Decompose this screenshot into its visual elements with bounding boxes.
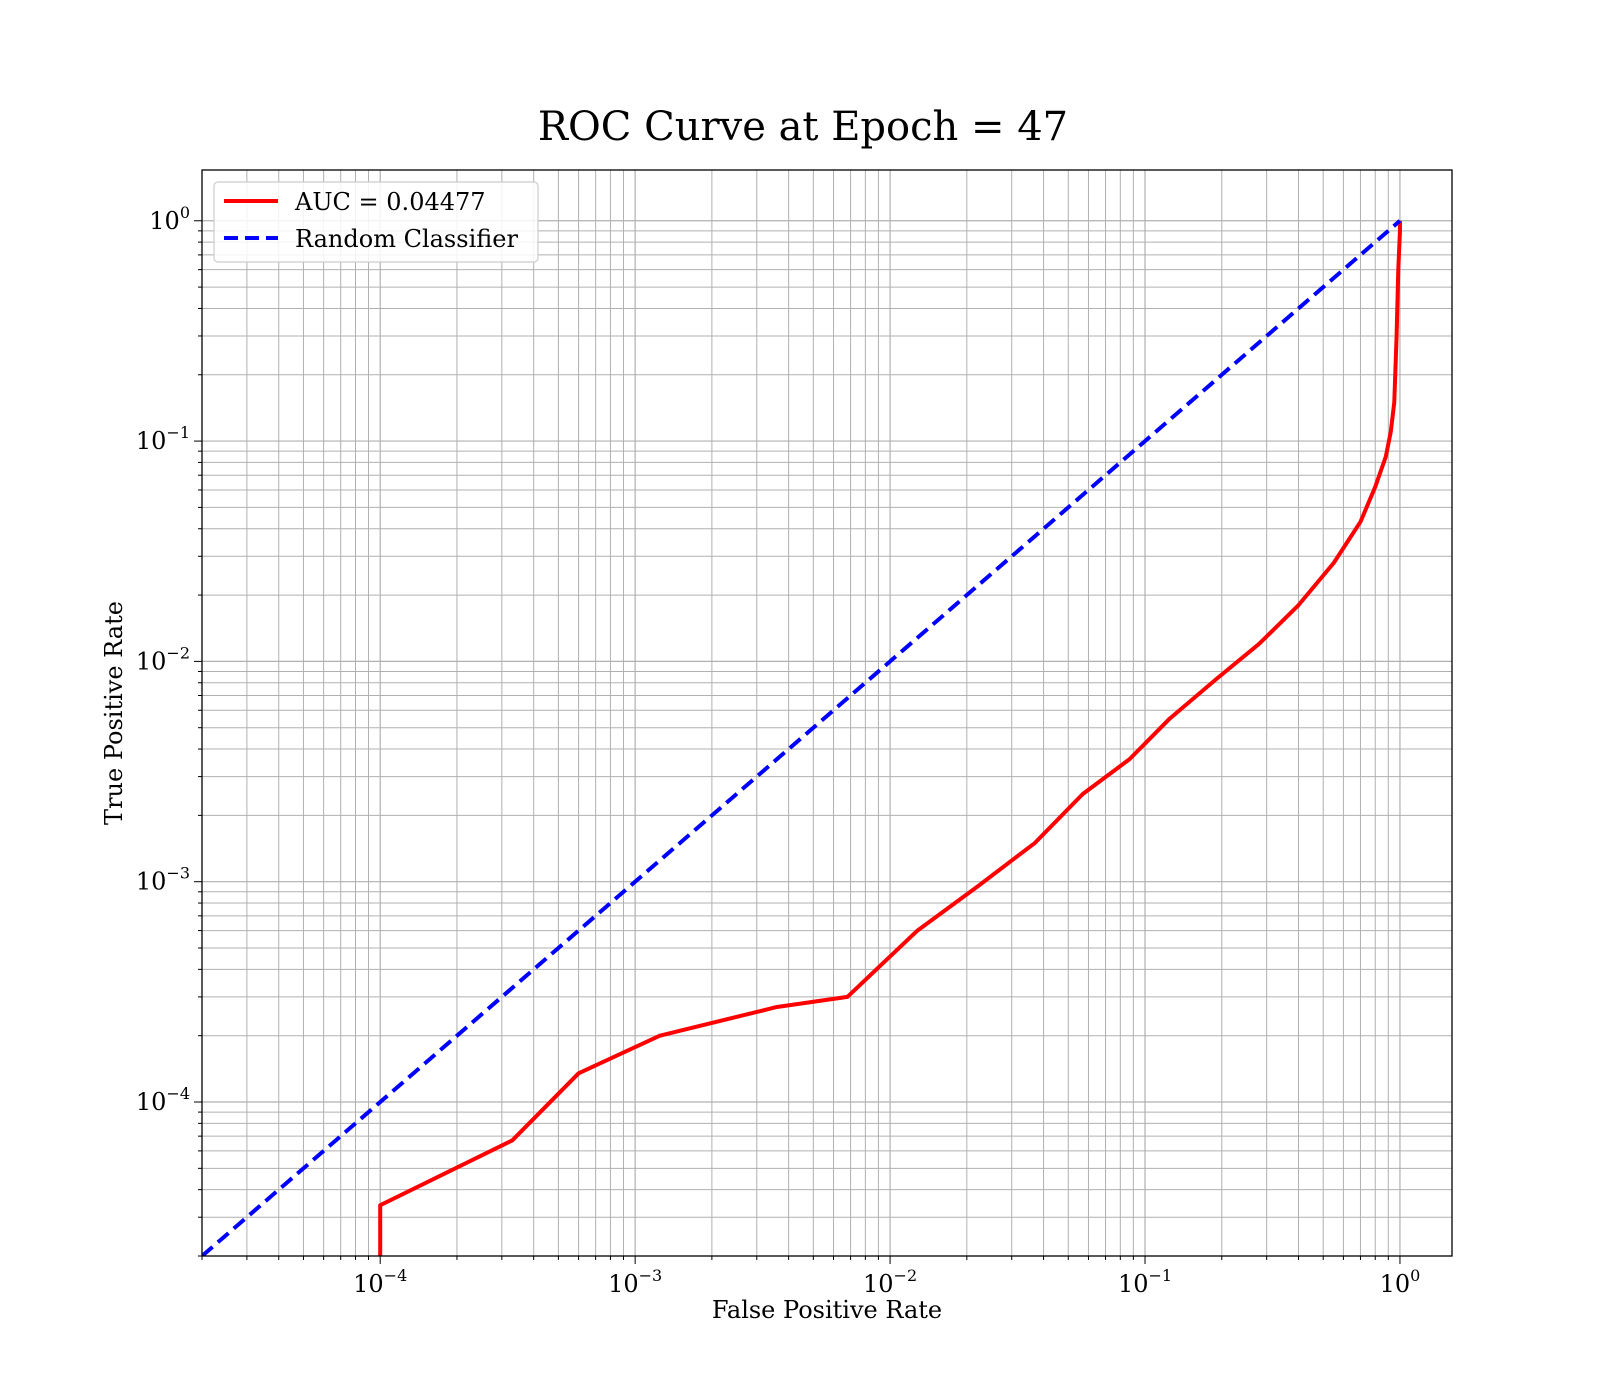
roc-curve-line [378, 220, 1402, 1256]
x-tick-label: 100 [1380, 1266, 1421, 1298]
y-tick-labels: 10−4 10−3 10−2 10−1 100 [136, 203, 190, 1116]
ticks [194, 220, 1401, 1264]
x-tick-label: 10−3 [608, 1266, 662, 1298]
y-tick-label: 10−1 [136, 423, 190, 455]
y-axis-label: True Positive Rate [100, 601, 128, 825]
series-layer [202, 219, 1402, 1256]
x-tick-label: 10−2 [863, 1266, 917, 1298]
y-tick-label: 10−4 [136, 1084, 190, 1116]
y-tick-label: 100 [149, 203, 190, 235]
random-classifier-line [202, 219, 1402, 1256]
legend-box [213, 181, 539, 263]
y-tick-label: 10−3 [136, 864, 190, 896]
legend-entry-random-classifier: Random Classifier [295, 225, 518, 253]
legend-entry-auc: AUC = 0.04477 [294, 188, 486, 216]
plot-frame [201, 169, 1453, 1257]
x-tick-label: 10−1 [1118, 1266, 1172, 1298]
y-tick-label: 10−2 [136, 643, 190, 675]
grid [201, 170, 1452, 1257]
chart-title: ROC Curve at Epoch = 47 [538, 104, 1068, 150]
legend: AUC = 0.04477 Random Classifier [213, 181, 539, 263]
x-tick-label: 10−4 [353, 1266, 407, 1298]
x-tick-labels: 10−4 10−3 10−2 10−1 100 [353, 1266, 1420, 1298]
x-axis-label: False Positive Rate [712, 1296, 942, 1324]
